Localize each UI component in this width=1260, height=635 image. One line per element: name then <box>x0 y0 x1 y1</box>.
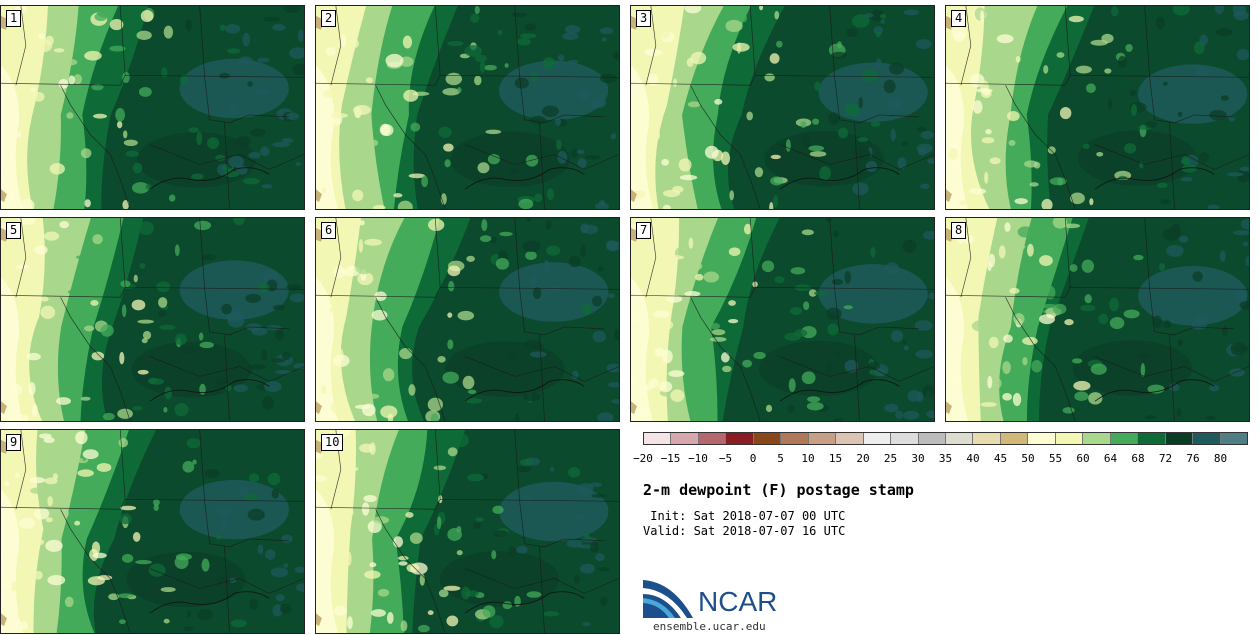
colorbar-tick-label: 10 <box>801 452 815 465</box>
colorbar-tick-label: 40 <box>966 452 980 465</box>
panel-number-label: 3 <box>636 10 652 27</box>
colorbar-swatch <box>1193 433 1221 444</box>
colorbar-swatch <box>1083 433 1111 444</box>
stamp-panel-2: 2 <box>315 5 620 210</box>
colorbar-swatch <box>836 433 864 444</box>
colorbar-tick-label: 45 <box>993 452 1008 465</box>
panel-number-label: 6 <box>321 222 337 239</box>
chart-title: 2-m dewpoint (F) postage stamp <box>643 481 914 499</box>
valid-time: Valid: Sat 2018-07-07 16 UTC <box>643 524 846 538</box>
colorbar-swatch <box>1220 433 1247 444</box>
stamp-panel-1: 1 <box>0 5 305 210</box>
colorbar-swatch <box>973 433 1001 444</box>
colorbar-tick-label: 68 <box>1131 452 1145 465</box>
ncar-logo-text: NCAR <box>698 586 778 617</box>
colorbar-tick-label: 15 <box>828 452 843 465</box>
panel-number-label: 8 <box>951 222 967 239</box>
panel-number-label: 7 <box>636 222 652 239</box>
init-time: Init: Sat 2018-07-07 00 UTC <box>643 509 846 523</box>
site-url: ensemble.ucar.edu <box>653 620 766 633</box>
ncar-logo-icon <box>643 580 693 618</box>
colorbar-tick-label: −20 <box>633 452 653 465</box>
colorbar-tick-label: 5 <box>777 452 784 465</box>
colorbar-swatch <box>726 433 754 444</box>
colorbar-tick-label: −5 <box>718 452 733 465</box>
colorbar-tick-label: 55 <box>1048 452 1063 465</box>
colorbar-tick-label: 25 <box>883 452 898 465</box>
colorbar-tick-label: 72 <box>1158 452 1173 465</box>
stamp-panel-4: 4 <box>945 5 1250 210</box>
colorbar-tick-label: 64 <box>1103 452 1118 465</box>
colorbar-swatch <box>1055 433 1084 444</box>
colorbar-ticks: −20 −15 −10 −5 0 5 10 15 20 25 30 35 40 45 50 55 60 64 68 7… <box>633 452 1248 468</box>
colorbar-swatch <box>863 433 892 444</box>
colorbar-swatch <box>1000 433 1029 444</box>
stamp-panel-8: 8 <box>945 217 1250 422</box>
stamp-panel-9: 9 <box>0 429 305 634</box>
colorbar-swatch <box>1165 433 1194 444</box>
colorbar-legend <box>643 432 1248 445</box>
colorbar-swatch <box>698 433 727 444</box>
colorbar-tick-label: 80 <box>1213 452 1228 465</box>
colorbar-swatch <box>644 433 672 444</box>
colorbar-swatch <box>753 433 782 444</box>
colorbar-swatch <box>1110 433 1139 444</box>
stamp-panel-10: 10 <box>315 429 620 634</box>
colorbar-tick-label: 76 <box>1186 452 1200 465</box>
colorbar-tick-label: 60 <box>1076 452 1090 465</box>
panel-number-label: 9 <box>6 434 22 451</box>
colorbar-tick-label: 30 <box>911 452 925 465</box>
colorbar-tick-label: 20 <box>856 452 870 465</box>
colorbar-tick-label: −15 <box>660 452 681 465</box>
panel-number-label: 1 <box>6 10 22 27</box>
colorbar-swatch <box>945 433 974 444</box>
panel-number-label: 2 <box>321 10 337 27</box>
colorbar-swatch <box>1028 433 1056 444</box>
colorbar-tick-label: −10 <box>688 452 708 465</box>
stamp-panel-7: 7 <box>630 217 935 422</box>
stamp-panel-5: 5 <box>0 217 305 422</box>
stamp-panel-3: 3 <box>630 5 935 210</box>
colorbar-tick-label: 50 <box>1021 452 1035 465</box>
colorbar-tick-label: 35 <box>938 452 953 465</box>
colorbar-swatch <box>918 433 946 444</box>
colorbar-swatch <box>1138 433 1166 444</box>
colorbar-swatch <box>891 433 919 444</box>
stamp-panel-6: 6 <box>315 217 620 422</box>
colorbar-tick-label: 0 <box>749 452 757 465</box>
panel-number-label: 5 <box>6 222 22 239</box>
colorbar-swatch <box>671 433 699 444</box>
panel-number-label: 10 <box>321 434 344 451</box>
colorbar-swatch <box>808 433 837 444</box>
colorbar-swatch <box>781 433 809 444</box>
panel-number-label: 4 <box>951 10 967 27</box>
